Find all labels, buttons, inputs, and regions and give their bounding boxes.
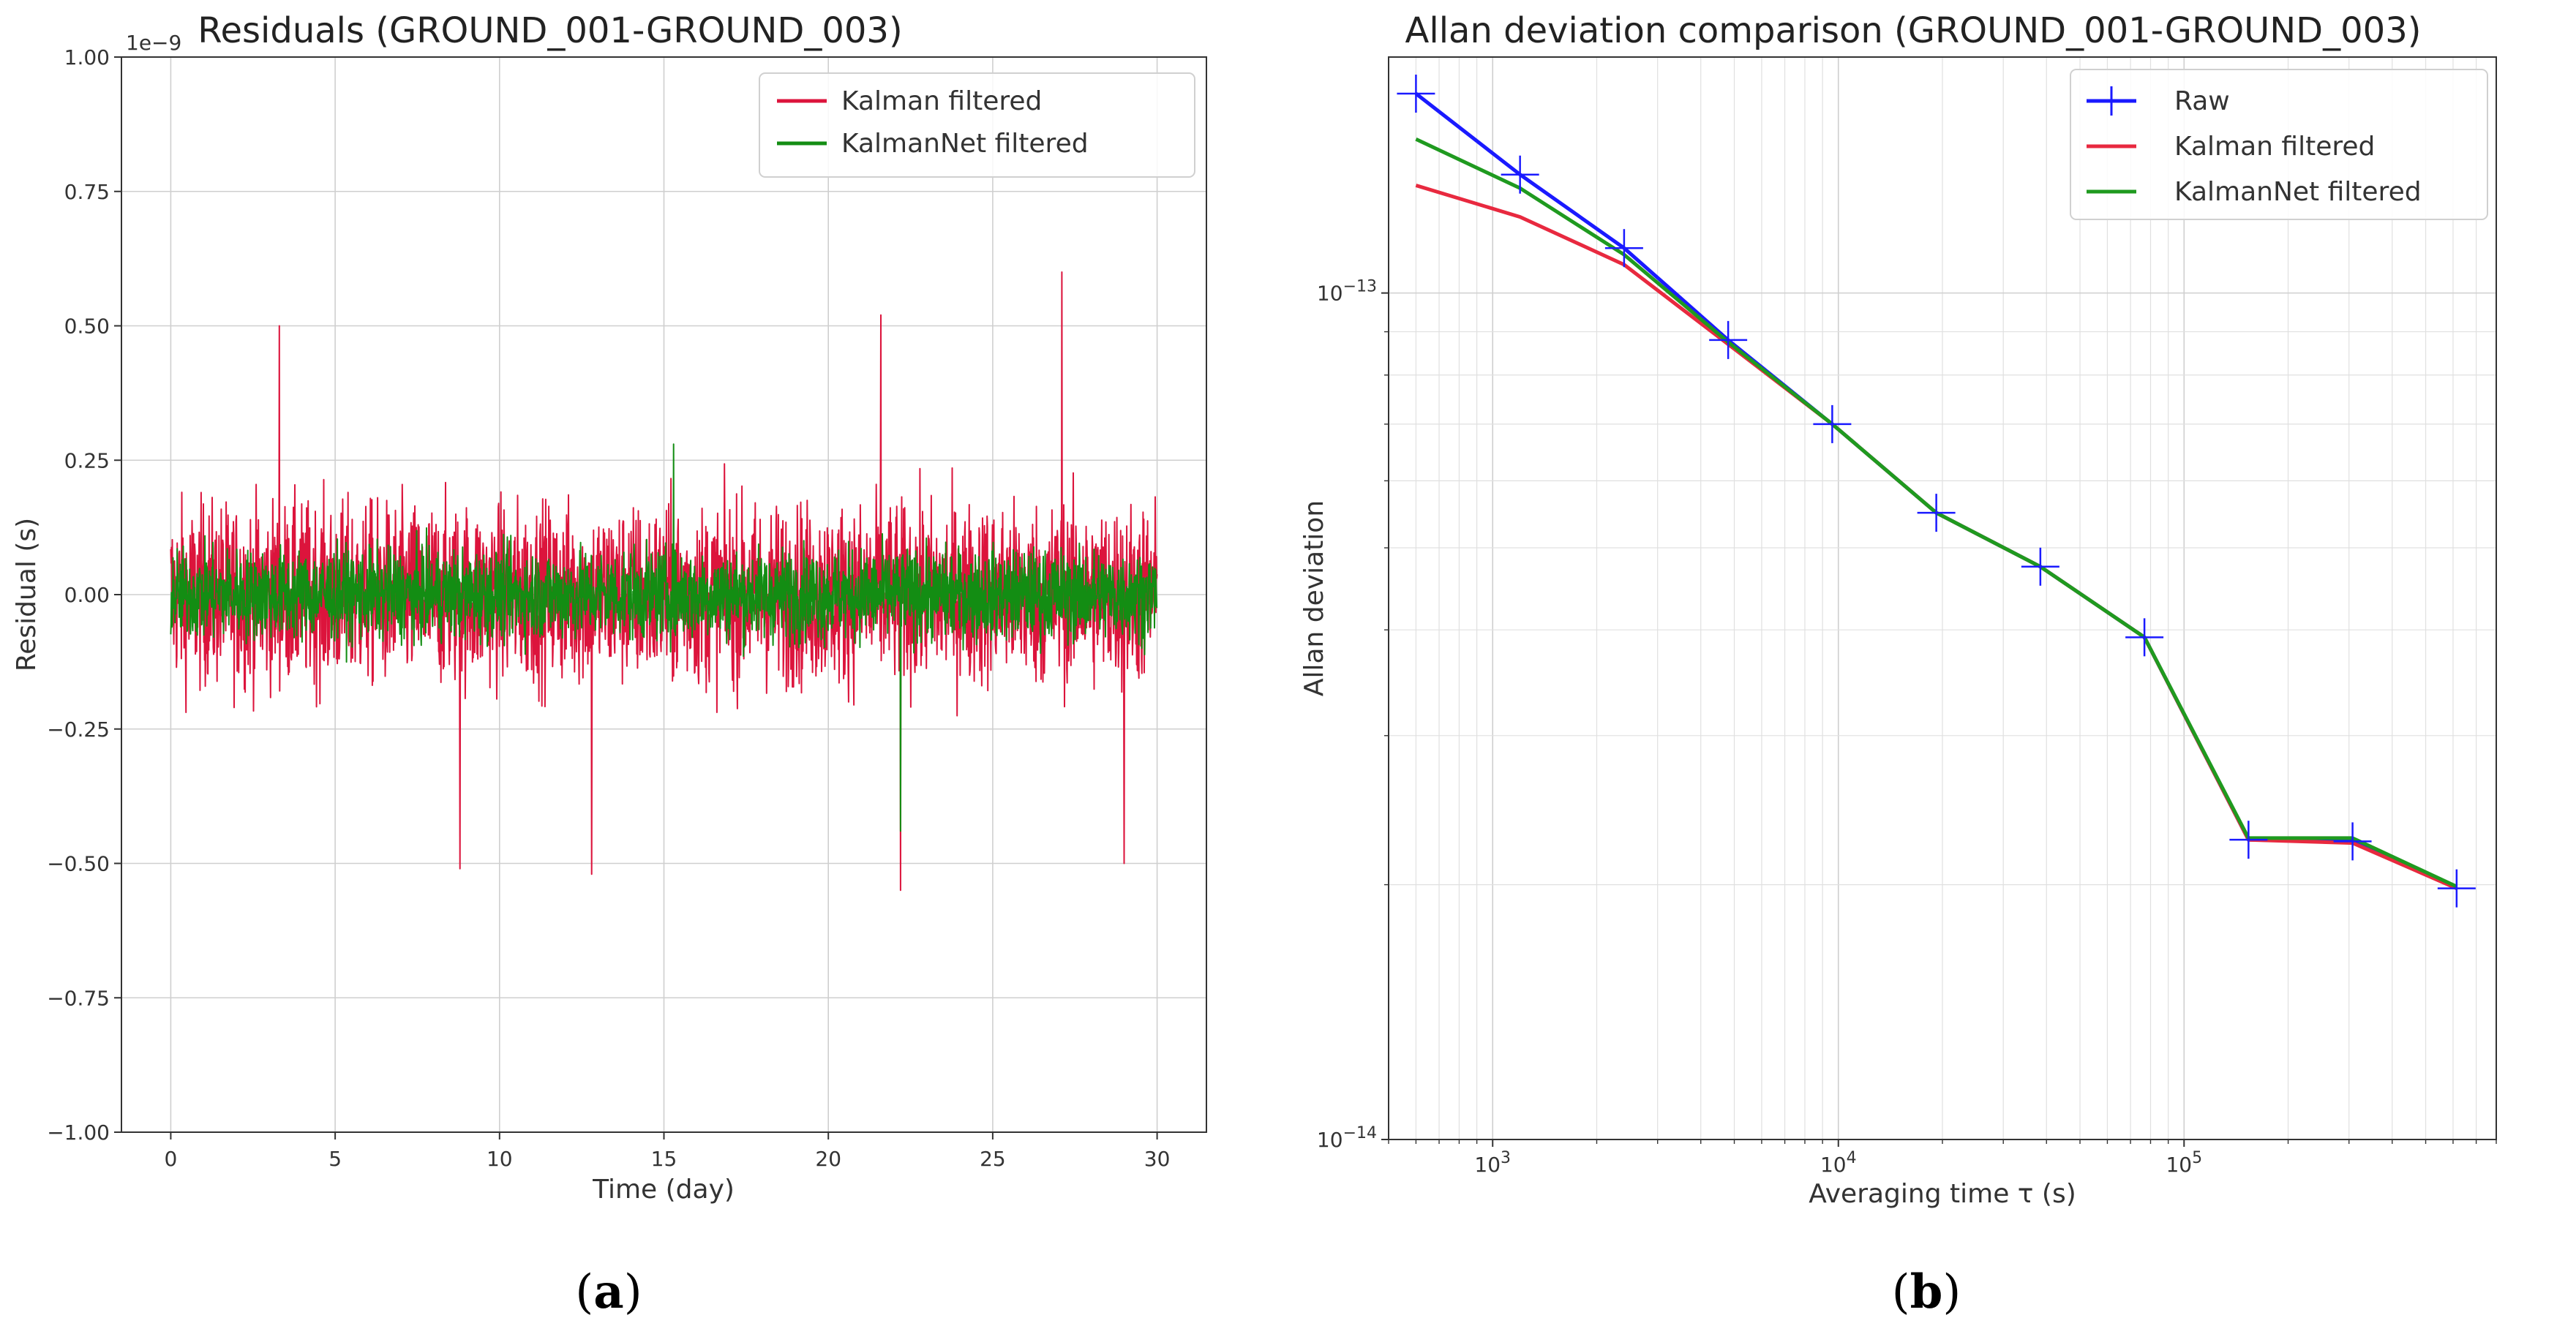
panel-b-raw-marker — [1813, 404, 1852, 443]
panel-a-x-axis-label: Time (day) — [592, 1175, 735, 1205]
panel-b-raw-marker — [2229, 821, 2268, 859]
panel-a-y-tick-label: −0.50 — [47, 852, 110, 876]
panel-b-caption-letter: b — [1910, 1265, 1943, 1319]
panel-b-raw-marker — [2437, 869, 2476, 908]
panel-a-residuals-chart: Residuals (GROUND_001-GROUND_003) 0 5 10 15… — [12, 10, 1207, 1319]
panel-b-raw-marker — [1917, 494, 1956, 532]
panel-a-legend-label-kalmannet: KalmanNet filtered — [841, 129, 1089, 159]
panel-a-y-axis-label: Residual (s) — [12, 518, 42, 671]
panel-a-y-tick-label: −0.25 — [47, 717, 110, 742]
panel-b-raw-marker — [1501, 155, 1539, 194]
panel-b-legend-label-kalmannet: KalmanNet filtered — [2174, 177, 2422, 207]
panel-b-raw-marker — [1604, 229, 1643, 268]
panel-b-raw-marker — [2333, 822, 2372, 861]
panel-a-legend: Kalman filtered KalmanNet filtered — [759, 72, 1195, 178]
panel-a-x-tick-label: 5 — [328, 1147, 342, 1171]
panel-a-y-tick-label: 0.75 — [64, 180, 110, 204]
panel-a-legend-label-kalman: Kalman filtered — [841, 86, 1042, 116]
panel-a-x-tick-label: 20 — [815, 1147, 841, 1171]
panel-a-series-kalmannet-line — [170, 443, 1158, 832]
panel-a-x-tick-label: 10 — [487, 1147, 513, 1171]
panel-a-y-tick-label: 0.25 — [64, 448, 110, 472]
panel-b-ticks: 103 104 105 10−13 10−14 — [1317, 278, 2497, 1177]
panel-a-y-tick-label: 0.50 — [64, 314, 110, 339]
panel-b-caption-label: (b) — [1892, 1265, 1961, 1319]
panel-b-grid — [1388, 57, 2497, 1140]
panel-a-y-tick-label: −1.00 — [47, 1120, 110, 1145]
panel-b-x-tick-label: 103 — [1474, 1149, 1511, 1177]
panel-b-x-tick-label: 105 — [2166, 1149, 2202, 1177]
panel-b-raw-marker — [1709, 320, 1748, 359]
panel-a-y-tick-label: 0.00 — [64, 583, 110, 607]
panel-b-allan-deviation-chart: Allan deviation comparison (GROUND_001-G… — [1299, 10, 2497, 1319]
panel-a-title: Residuals (GROUND_001-GROUND_003) — [198, 10, 902, 51]
panel-a-legend-box — [759, 72, 1195, 178]
panel-a-y-tick-label: −0.75 — [47, 986, 110, 1010]
panel-b-x-tick-label: 104 — [1820, 1149, 1857, 1177]
panel-b-x-axis-label: Averaging time τ (s) — [1809, 1179, 2076, 1209]
panel-b-legend: Raw Kalman filtered KalmanNet filtered — [2070, 69, 2488, 220]
panel-a-series — [170, 271, 1158, 892]
panel-a-y-scale-label: 1e−9 — [126, 31, 181, 55]
panel-b-y-tick-label: 10−13 — [1317, 278, 1377, 306]
panel-a-caption-letter: a — [593, 1265, 623, 1319]
panel-b-legend-label-raw: Raw — [2174, 86, 2230, 116]
panel-a-x-tick-label: 30 — [1144, 1147, 1171, 1171]
panel-a-caption-label: (a) — [575, 1265, 642, 1319]
panel-a-ticks: 0 5 10 15 20 25 30 −1.00 −0.75 −0.50 −0.25 0.00 0.25… — [47, 45, 1170, 1171]
panel-b-legend-box — [2070, 69, 2488, 220]
panel-a-x-tick-label: 15 — [651, 1147, 677, 1171]
panel-b-raw-marker — [2125, 618, 2164, 657]
panel-b-series — [1397, 75, 2476, 908]
panel-a-x-tick-label: 0 — [164, 1147, 177, 1171]
panel-b-y-axis-label: Allan deviation — [1299, 500, 1329, 696]
panel-b-legend-label-kalman: Kalman filtered — [2174, 132, 2375, 162]
panel-b-title: Allan deviation comparison (GROUND_001-G… — [1405, 10, 2422, 51]
panel-b-raw-marker — [1397, 75, 1435, 113]
panel-b-y-tick-label: 10−14 — [1317, 1124, 1377, 1152]
panel-a-x-tick-label: 25 — [980, 1147, 1006, 1171]
panel-b-series-kalman-line — [1415, 184, 2457, 890]
panel-a-y-tick-label: 1.00 — [64, 45, 110, 69]
panel-b-raw-marker — [2021, 547, 2059, 586]
